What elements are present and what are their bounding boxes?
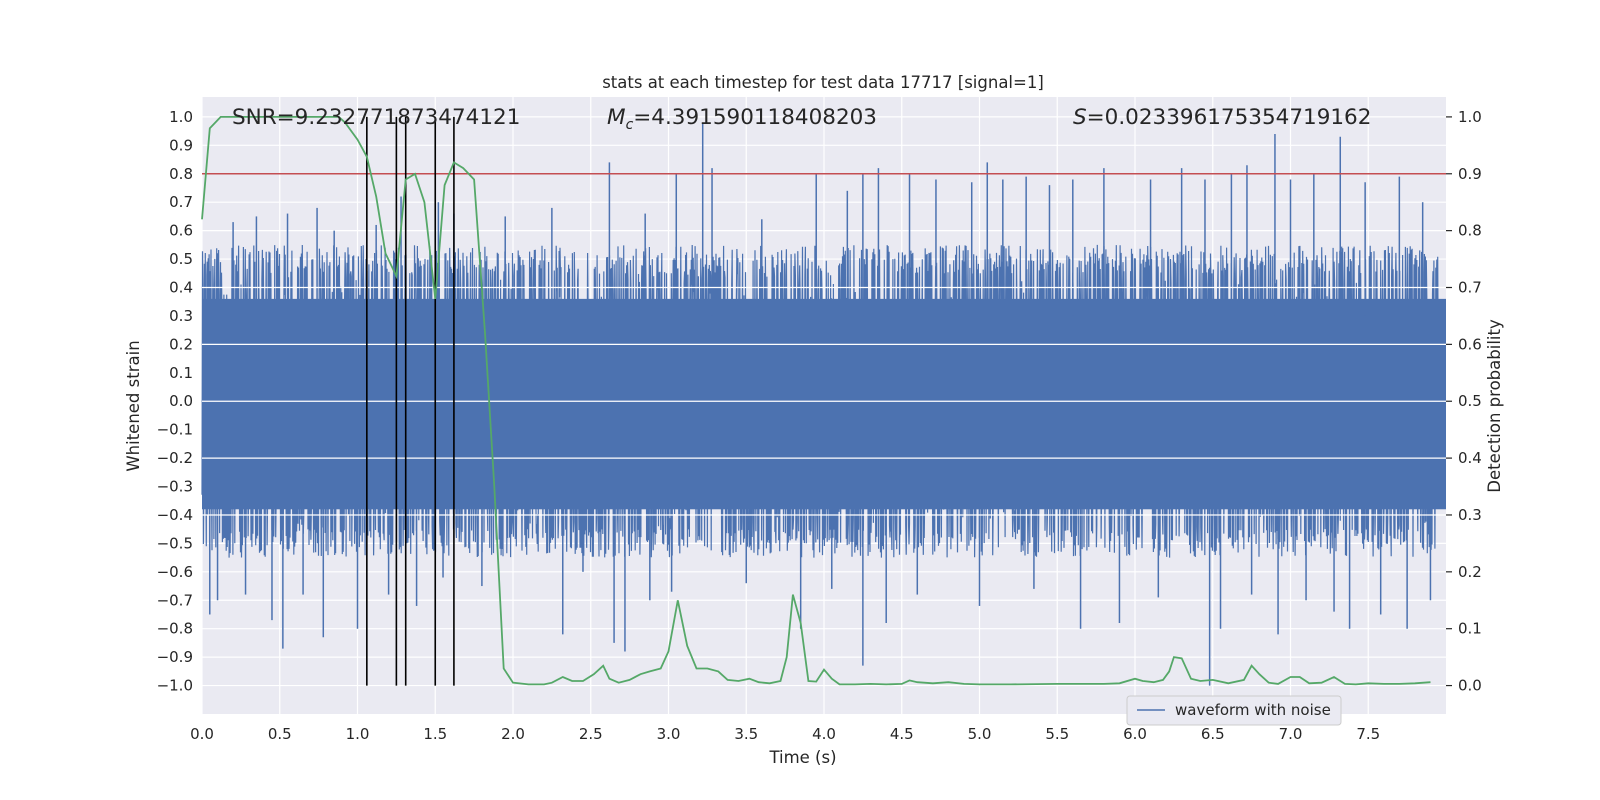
x-tick-label: 6.5 [1201, 725, 1225, 743]
x-tick-label: 5.0 [968, 725, 992, 743]
y-axis-left-ticks: 1.0 0.9 0.8 0.7 0.6 0.5 0.4 0.3 0.2 0.1 0.0 −0.1 −0.… [157, 108, 193, 695]
y-left-tick-label: 0.1 [169, 364, 193, 382]
chirp-mass-annotation: Mc=4.391590118408203 [607, 105, 877, 133]
x-axis-ticks: 0.0 0.5 1.0 1.5 2.0 2.5 3.0 3.5 4.0 4.5 5.0 5.5 6.0 6… [190, 725, 1380, 743]
chirp-mass-symbol: M [607, 105, 626, 130]
x-tick-label: 3.0 [657, 725, 681, 743]
y-right-tick-label: 0.4 [1458, 449, 1482, 467]
x-tick-label: 7.0 [1279, 725, 1303, 743]
y-right-tick-label: 0.6 [1458, 335, 1482, 353]
y-left-tick-label: 0.9 [169, 136, 193, 154]
y-left-tick-label: 0.5 [169, 250, 193, 268]
detection-probability-line [201, 116, 1431, 686]
y-right-tick-label: 0.5 [1458, 392, 1482, 410]
y-right-tick-label: 0.3 [1458, 506, 1482, 524]
legend: waveform with noise [1126, 695, 1342, 726]
y-left-tick-label: −0.3 [157, 478, 193, 496]
y-left-tick-label: 0.0 [169, 392, 193, 410]
y-right-tick-label: 0.0 [1458, 677, 1482, 695]
x-tick-label: 5.5 [1045, 725, 1069, 743]
y-axis-right-label: Detection probability [1485, 319, 1504, 493]
y-left-tick-label: −0.6 [157, 563, 193, 581]
y-left-tick-label: −1.0 [157, 677, 193, 695]
x-tick-label: 0.5 [268, 725, 292, 743]
y-left-tick-label: 0.2 [169, 335, 193, 353]
y-left-tick-label: 1.0 [169, 108, 193, 126]
y-left-tick-label: −0.4 [157, 506, 193, 524]
x-tick-label: 2.5 [579, 725, 603, 743]
legend-box [1126, 695, 1342, 726]
y-right-tick-label: 0.2 [1458, 563, 1482, 581]
x-tick-label: 0.0 [190, 725, 214, 743]
x-tick-label: 4.5 [890, 725, 914, 743]
s-symbol: S [1073, 105, 1087, 130]
y-right-tick-label: 1.0 [1458, 108, 1482, 126]
y-axis-left-label: Whitened strain [124, 340, 143, 471]
y-left-tick-label: −0.9 [157, 648, 193, 666]
x-tick-label: 7.5 [1356, 725, 1380, 743]
legend-waveform-label: waveform with noise [1175, 701, 1331, 719]
waveform-dense-band [202, 298, 1446, 510]
y-left-tick-label: 0.8 [169, 165, 193, 183]
y-left-tick-label: −0.1 [157, 421, 193, 439]
chirp-mass-value: =4.391590118408203 [633, 105, 877, 130]
x-tick-label: 2.0 [501, 725, 525, 743]
y-left-tick-label: −0.8 [157, 620, 193, 638]
s-value: =0.023396175354719162 [1087, 105, 1372, 130]
s-annotation: S=0.023396175354719162 [1073, 105, 1371, 130]
y-left-tick-label: 0.3 [169, 307, 193, 325]
y-left-tick-label: 0.4 [169, 279, 193, 297]
vertical-markers [366, 116, 455, 686]
chirp-mass-subscript: c [626, 117, 634, 133]
y-left-tick-label: 0.7 [169, 193, 193, 211]
y-axis-right-ticks: 1.0 0.9 0.8 0.7 0.6 0.5 0.4 0.3 0.2 0.1 0.0 [1446, 108, 1482, 695]
chart-title: stats at each timestep for test data 177… [602, 73, 1044, 92]
x-axis-label: Time (s) [768, 748, 836, 767]
y-right-tick-label: 0.9 [1458, 165, 1482, 183]
y-right-tick-label: 0.1 [1458, 620, 1482, 638]
x-tick-label: 6.0 [1123, 725, 1147, 743]
y-left-tick-label: −0.5 [157, 534, 193, 552]
y-right-tick-label: 0.8 [1458, 222, 1482, 240]
x-tick-label: 3.5 [734, 725, 758, 743]
detection-probability-series [201, 116, 1431, 686]
y-right-tick-label: 0.7 [1458, 279, 1482, 297]
x-tick-label: 1.0 [346, 725, 370, 743]
y-left-tick-label: −0.7 [157, 591, 193, 609]
y-left-tick-label: −0.2 [157, 449, 193, 467]
y-left-tick-label: 0.6 [169, 222, 193, 240]
waveform-series [201, 122, 1446, 686]
x-tick-label: 1.5 [423, 725, 447, 743]
x-tick-label: 4.0 [812, 725, 836, 743]
snr-annotation: SNR=9.232771873474121 [232, 105, 520, 130]
